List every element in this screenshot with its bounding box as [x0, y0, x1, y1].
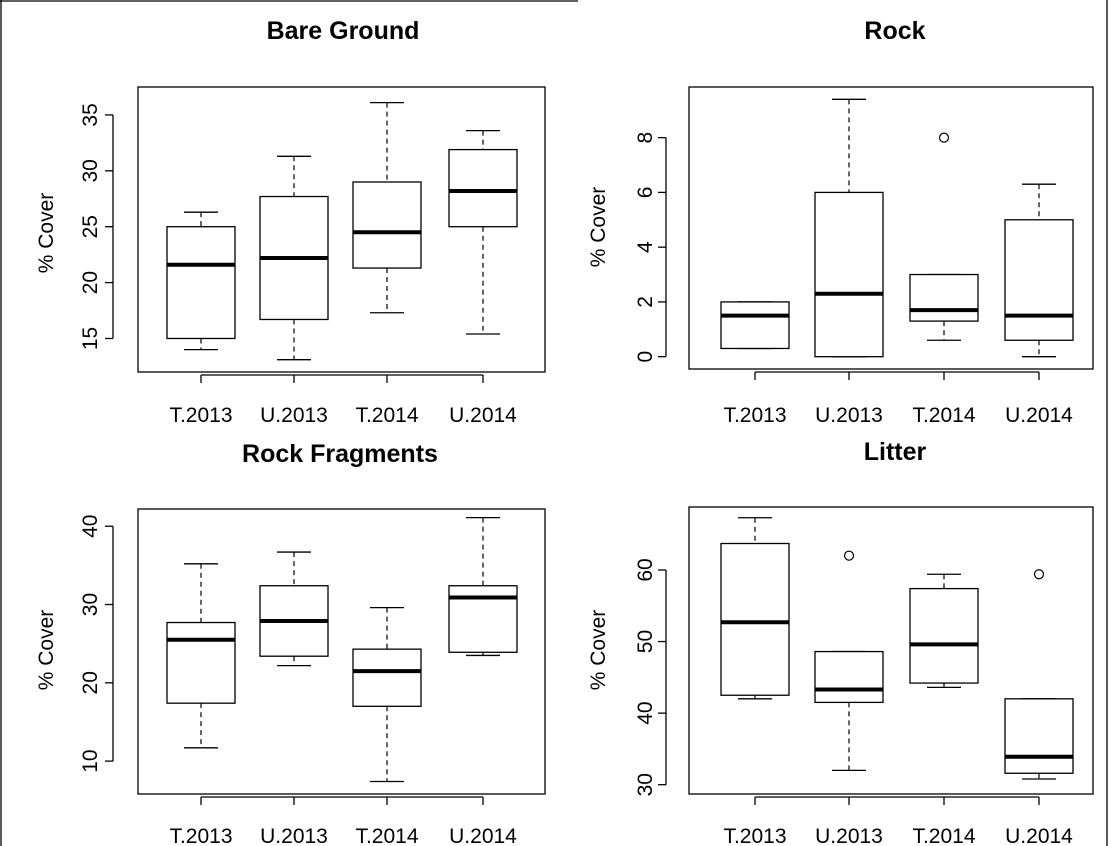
x-tick-label: T.2014 [912, 825, 975, 846]
outlier-point [938, 132, 950, 143]
panel-rock: Rock % Cover 0 2 4 6 8 T.2013 U.2013 T.2014 U.20… [587, 17, 1094, 427]
plot-frame [688, 506, 1094, 795]
y-tick-label: 0 [634, 351, 657, 363]
box-T.2013 [720, 301, 790, 350]
x-tick-label: U.2013 [260, 404, 328, 427]
iqr-box [166, 621, 236, 704]
x-tick-label: U.2014 [449, 825, 517, 846]
box-U.2014 [448, 129, 518, 335]
x-tick-label: T.2014 [912, 404, 975, 427]
box-U.2014 [1004, 183, 1074, 358]
box-U.2014 [448, 516, 518, 657]
y-axis-label: % Cover [35, 193, 58, 274]
box-T.2013 [166, 211, 236, 351]
x-tick-label: U.2014 [1005, 404, 1073, 427]
plot-frame [137, 86, 546, 373]
box-T.2013 [166, 563, 236, 749]
x-tick-label: T.2013 [169, 825, 232, 846]
outlier-point [1033, 569, 1045, 580]
y-axis-label: % Cover [35, 610, 58, 691]
y-tick-label: 30 [79, 593, 102, 616]
y-tick-label: 6 [634, 187, 657, 199]
box-T.2014 [909, 573, 979, 689]
iqr-box [814, 650, 884, 704]
y-tick-label: 40 [634, 701, 657, 724]
y-tick-label: 4 [634, 241, 657, 253]
x-tick-label: U.2014 [449, 404, 517, 427]
box-U.2014 [1004, 569, 1074, 780]
x-tick-label: T.2013 [723, 404, 786, 427]
iqr-box [909, 273, 979, 322]
iqr-box [720, 542, 790, 696]
box-U.2013 [259, 551, 329, 667]
x-tick-label: U.2013 [260, 825, 328, 846]
y-tick-label: 10 [79, 749, 102, 772]
box-U.2013 [814, 550, 884, 772]
iqr-box [448, 148, 518, 228]
y-tick-label: 60 [634, 558, 657, 581]
x-tick-label: T.2013 [723, 825, 786, 846]
outlier-point [843, 550, 855, 561]
panel-title: Bare Ground [267, 17, 420, 45]
panel-litter: Litter % Cover 30 40 50 60 T.2013 U.2013 T.201… [587, 438, 1094, 846]
box-T.2014 [352, 101, 422, 314]
panel-bare-ground: Bare Ground % Cover 15 20 25 30 35 T.2013 U.20… [35, 17, 546, 427]
iqr-box [1004, 219, 1074, 341]
y-tick-label: 40 [79, 515, 102, 538]
x-tick-label: U.2013 [815, 404, 883, 427]
x-tick-label: T.2013 [169, 404, 232, 427]
y-tick-label: 15 [79, 327, 102, 350]
y-tick-label: 30 [79, 159, 102, 182]
y-tick-label: 20 [79, 671, 102, 694]
box-T.2013 [720, 517, 790, 700]
iqr-box [720, 301, 790, 350]
iqr-box [909, 587, 979, 684]
y-tick-label: 8 [634, 132, 657, 144]
y-tick-label: 50 [634, 630, 657, 653]
x-tick-label: T.2014 [355, 404, 418, 427]
iqr-box [1004, 698, 1074, 774]
x-tick-label: U.2013 [815, 825, 883, 846]
panel-rock-fragments: Rock Fragments % Cover 10 20 30 40 T.2013 U.2… [35, 440, 546, 846]
box-T.2014 [352, 607, 422, 783]
y-tick-label: 30 [634, 773, 657, 796]
iqr-box [166, 226, 236, 340]
plot-frame [137, 508, 546, 795]
y-tick-label: 20 [79, 271, 102, 294]
box-T.2014 [909, 132, 979, 341]
plot-frame [688, 86, 1094, 370]
y-axis-label: % Cover [587, 610, 610, 691]
x-tick-label: T.2014 [355, 825, 418, 846]
y-tick-label: 35 [79, 103, 102, 126]
box-U.2013 [259, 155, 329, 361]
y-axis-label: % Cover [587, 187, 610, 268]
iqr-box [352, 181, 422, 269]
panel-title: Rock Fragments [242, 440, 438, 468]
y-tick-label: 2 [634, 296, 657, 308]
y-tick-label: 25 [79, 215, 102, 238]
box-U.2013 [814, 98, 884, 358]
panel-title: Litter [864, 438, 927, 466]
x-tick-label: U.2014 [1005, 825, 1073, 846]
panel-title: Rock [864, 17, 925, 45]
iqr-box [814, 191, 884, 358]
iqr-box [352, 648, 422, 707]
